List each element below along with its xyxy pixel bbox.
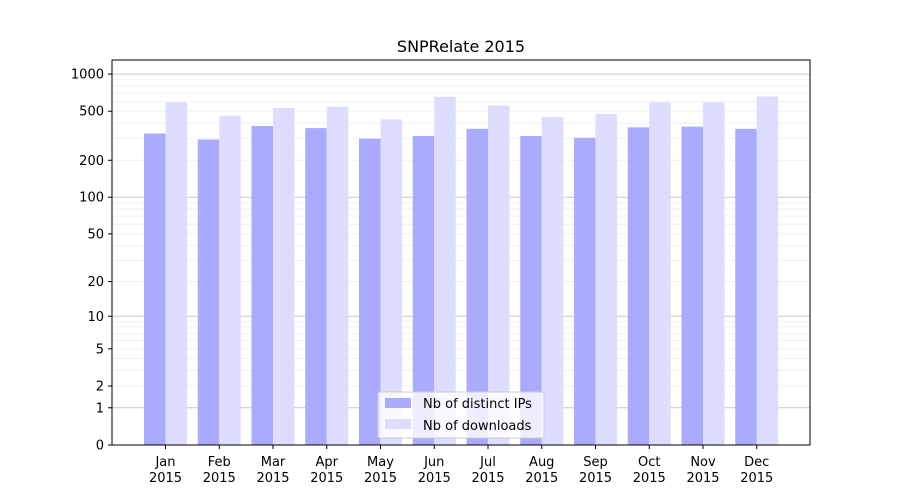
y-tick-label: 1000 <box>71 68 104 83</box>
y-tick-label: 50 <box>87 227 104 242</box>
bar-downloads <box>703 102 725 445</box>
y-tick-label: 5 <box>96 342 104 357</box>
y-tick-label: 2 <box>96 380 104 395</box>
bar-downloads <box>380 119 402 446</box>
bar-downloads <box>326 106 349 445</box>
chart-title: SNPRelate 2015 <box>397 37 525 56</box>
bar-distinct-ips <box>574 137 596 445</box>
x-tick-label: Feb 2015 <box>203 455 236 486</box>
y-tick-label: 0 <box>96 439 104 454</box>
x-tick-label: Mar 2015 <box>256 455 289 486</box>
y-tick-label: 20 <box>87 275 104 290</box>
legend-swatch-downloads <box>385 419 411 429</box>
bar-downloads <box>541 116 564 446</box>
y-axis: 0 1 2 5 10 20 50 100 200 500 1000 <box>71 68 112 454</box>
y-tick-label: 500 <box>79 105 104 120</box>
legend-box <box>377 391 545 439</box>
x-tick-label: Nov 2015 <box>686 455 719 486</box>
bar-distinct-ips <box>251 125 273 446</box>
legend: Nb of distinct IPs Nb of downloads <box>377 391 545 439</box>
bars <box>144 96 779 446</box>
x-tick-label: Jul 2015 <box>471 455 504 486</box>
bar-distinct-ips <box>359 138 381 445</box>
bar-downloads <box>488 105 510 445</box>
x-tick-label: Apr 2015 <box>310 455 343 486</box>
legend-label-downloads: Nb of downloads <box>423 419 532 434</box>
bar-downloads <box>165 102 187 445</box>
y-tick-label: 100 <box>79 191 104 206</box>
x-tick-label: May 2015 <box>364 455 397 486</box>
x-tick-label: Oct 2015 <box>633 455 666 486</box>
bar-distinct-ips <box>197 139 220 445</box>
x-axis: Jan 2015 Feb 2015 Mar 2015 Apr 2015 May 2015 Jun 20… <box>149 445 773 486</box>
bar-distinct-ips <box>520 135 542 445</box>
bar-distinct-ips <box>144 133 166 445</box>
bar-distinct-ips <box>681 126 703 445</box>
bar-distinct-ips <box>305 128 327 445</box>
y-tick-label: 10 <box>87 310 104 325</box>
x-tick-label: Aug 2015 <box>525 455 558 486</box>
bar-distinct-ips <box>627 127 650 446</box>
bar-downloads <box>219 115 241 445</box>
x-tick-label: Dec 2015 <box>740 455 773 486</box>
bar-downloads <box>649 102 671 445</box>
x-tick-label: Jan 2015 <box>149 455 182 486</box>
legend-swatch-ips <box>385 398 411 408</box>
bar-distinct-ips <box>735 128 757 445</box>
plot-frame <box>111 59 811 446</box>
bar-downloads <box>756 96 779 445</box>
bar-downloads <box>273 108 295 446</box>
x-tick-label: Jun 2015 <box>418 455 451 486</box>
x-tick-label: Sep 2015 <box>579 455 612 486</box>
legend-label-ips: Nb of distinct IPs <box>423 397 532 412</box>
y-tick-label: 200 <box>79 154 104 169</box>
bar-downloads <box>434 96 456 446</box>
bar-distinct-ips <box>412 135 435 445</box>
bar-downloads <box>595 113 617 445</box>
bar-distinct-ips <box>466 128 488 445</box>
y-tick-label: 1 <box>96 401 104 416</box>
